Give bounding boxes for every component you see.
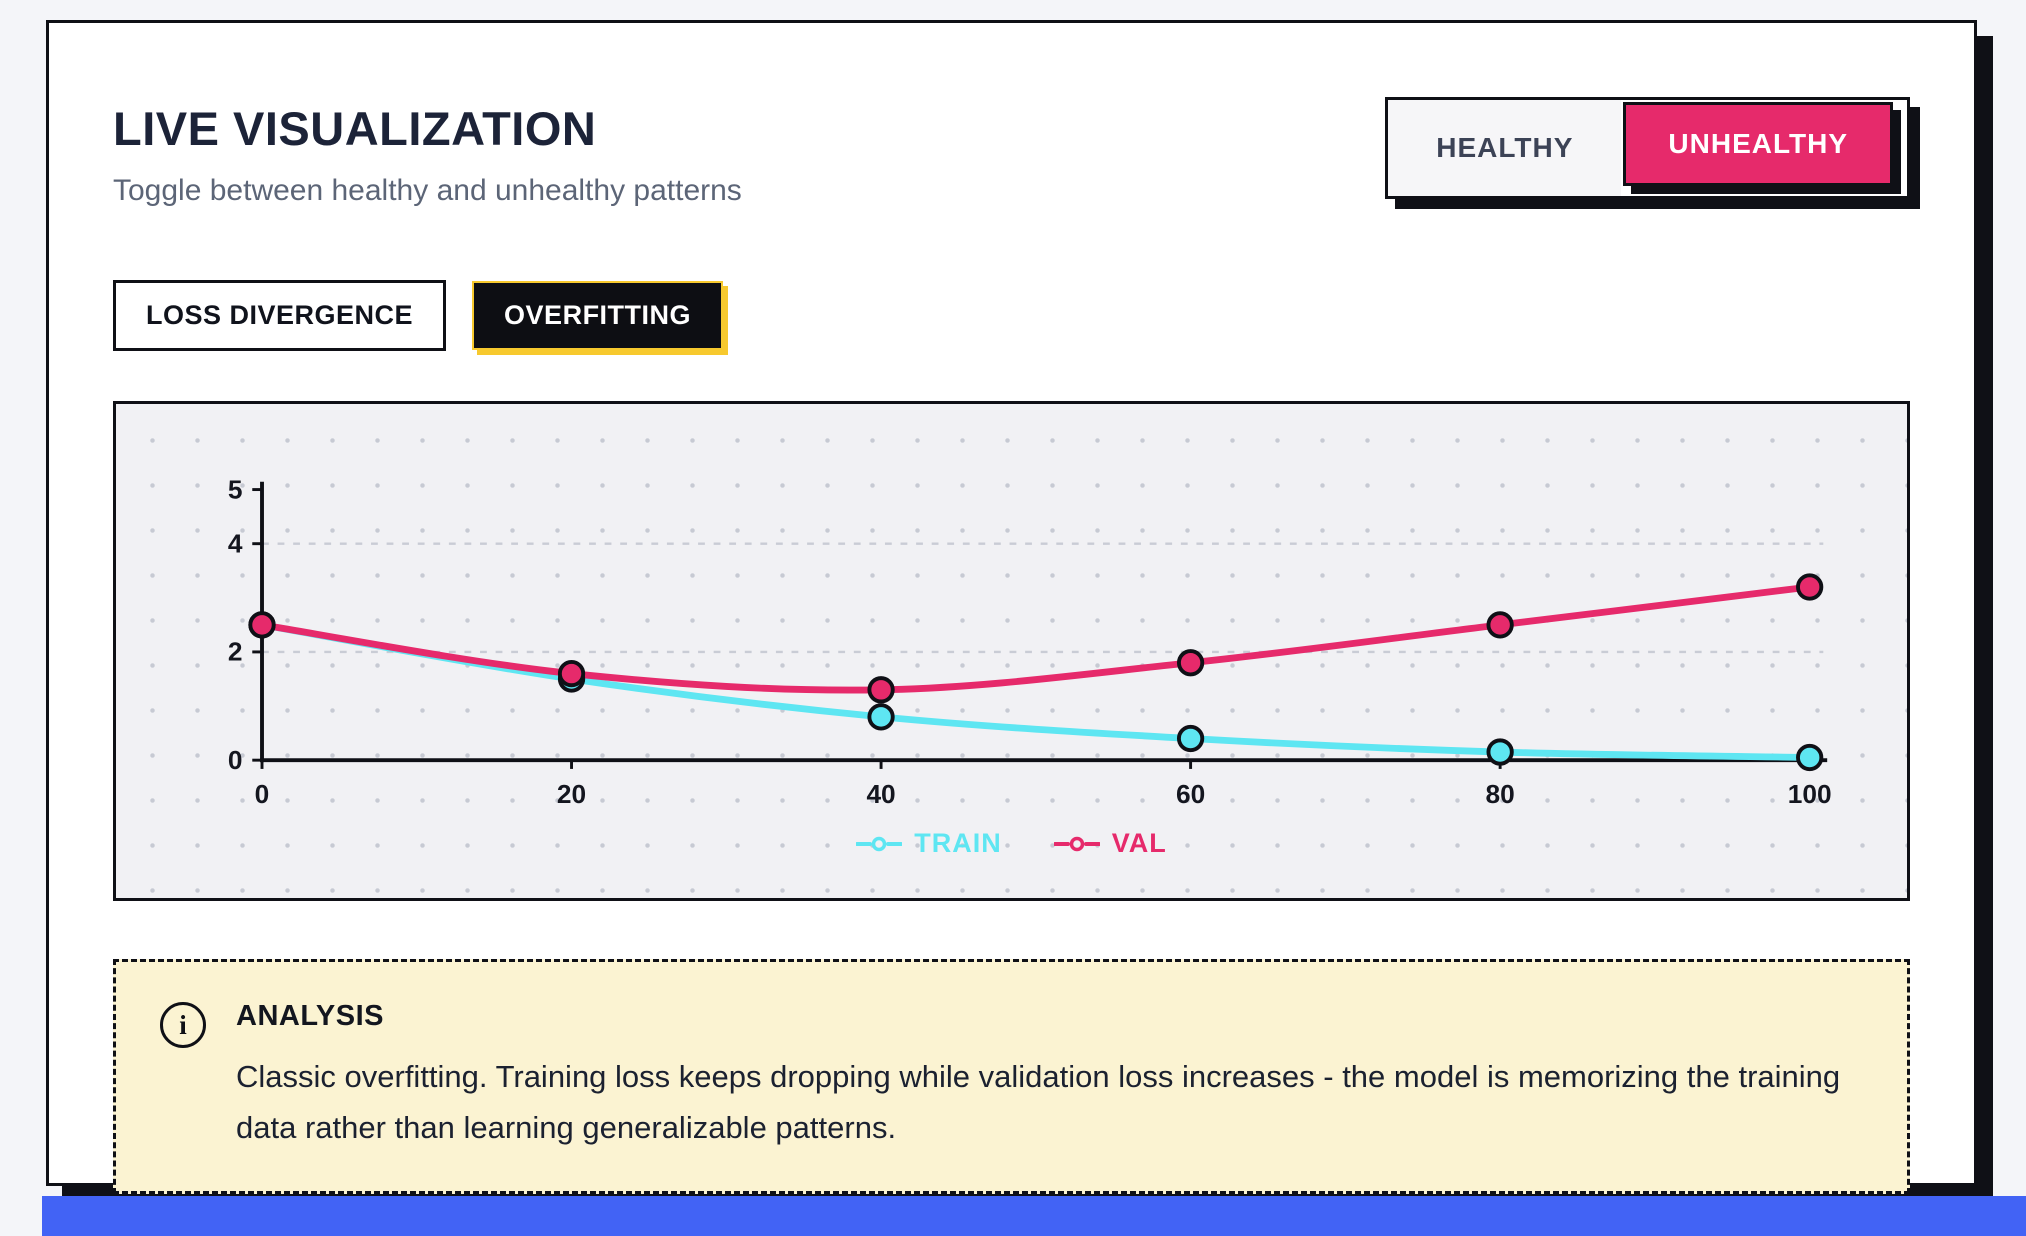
x-tick-label-40: 40 xyxy=(866,779,895,809)
val-point-20 xyxy=(557,659,586,688)
loss-chart: 0 2 4 5 0 20 40 60 80 100 xyxy=(228,474,1832,809)
x-tick-label-0: 0 xyxy=(255,779,270,809)
val-line xyxy=(258,583,1814,694)
legend-item-train[interactable]: TRAIN xyxy=(856,828,1002,859)
analysis-text: Classic overfitting. Training loss keeps… xyxy=(236,1059,1841,1146)
legend-label: TRAIN xyxy=(914,828,1002,858)
train-point-100 xyxy=(1796,743,1824,772)
header: LIVE VISUALIZATION Toggle between health… xyxy=(113,97,1910,208)
chart-legend: TRAIN VAL xyxy=(116,828,1907,859)
footer-strip xyxy=(42,1196,2026,1236)
val-point-60 xyxy=(1176,649,1205,677)
toggle-healthy-button[interactable]: HEALTHY xyxy=(1388,100,1622,196)
page-subtitle: Toggle between healthy and unhealthy pat… xyxy=(113,174,742,207)
y-tick-label-2: 2 xyxy=(228,637,243,667)
legend-marker-icon xyxy=(1053,836,1100,851)
chart-panel: 0 2 4 5 0 20 40 60 80 100 TRAIN VAL xyxy=(113,401,1910,901)
train-point-80 xyxy=(1486,738,1514,766)
info-icon: i xyxy=(160,1002,206,1048)
tab-overfitting[interactable]: OVERFITTING xyxy=(472,281,724,350)
page-title: LIVE VISUALIZATION xyxy=(113,102,597,155)
analysis-box: i ANALYSIS Classic overfitting. Training… xyxy=(113,959,1910,1195)
analysis-content: ANALYSIS Classic overfitting. Training l… xyxy=(236,1000,1863,1153)
tab-loss-divergence[interactable]: LOSS DIVERGENCE xyxy=(113,280,447,351)
y-tick-label-4: 4 xyxy=(228,528,243,558)
train-point-40 xyxy=(867,703,895,731)
health-toggle: HEALTHY UNHEALTHY xyxy=(1385,97,1910,199)
pattern-tabs: LOSS DIVERGENCE OVERFITTING xyxy=(113,280,1910,351)
legend-item-val[interactable]: VAL xyxy=(1053,828,1167,859)
train-point-60 xyxy=(1176,724,1205,753)
y-tick-label-0: 0 xyxy=(228,745,243,775)
x-tick-label-20: 20 xyxy=(557,779,586,809)
train-line xyxy=(258,621,1814,761)
x-tick-label-80: 80 xyxy=(1486,779,1515,809)
analysis-heading: ANALYSIS xyxy=(236,1000,384,1032)
val-point-80 xyxy=(1486,611,1514,639)
val-point-40 xyxy=(867,676,895,704)
val-point-100 xyxy=(1796,573,1824,601)
legend-marker-icon xyxy=(856,836,903,851)
legend-label: VAL xyxy=(1111,828,1167,858)
val-point-0 xyxy=(248,611,276,639)
live-visualization-card: LIVE VISUALIZATION Toggle between health… xyxy=(46,20,1977,1195)
toggle-unhealthy-button[interactable]: UNHEALTHY xyxy=(1623,102,1893,186)
x-tick-label-60: 60 xyxy=(1176,779,1205,809)
y-tick-label-5: 5 xyxy=(228,474,243,504)
x-tick-label-100: 100 xyxy=(1788,779,1832,809)
